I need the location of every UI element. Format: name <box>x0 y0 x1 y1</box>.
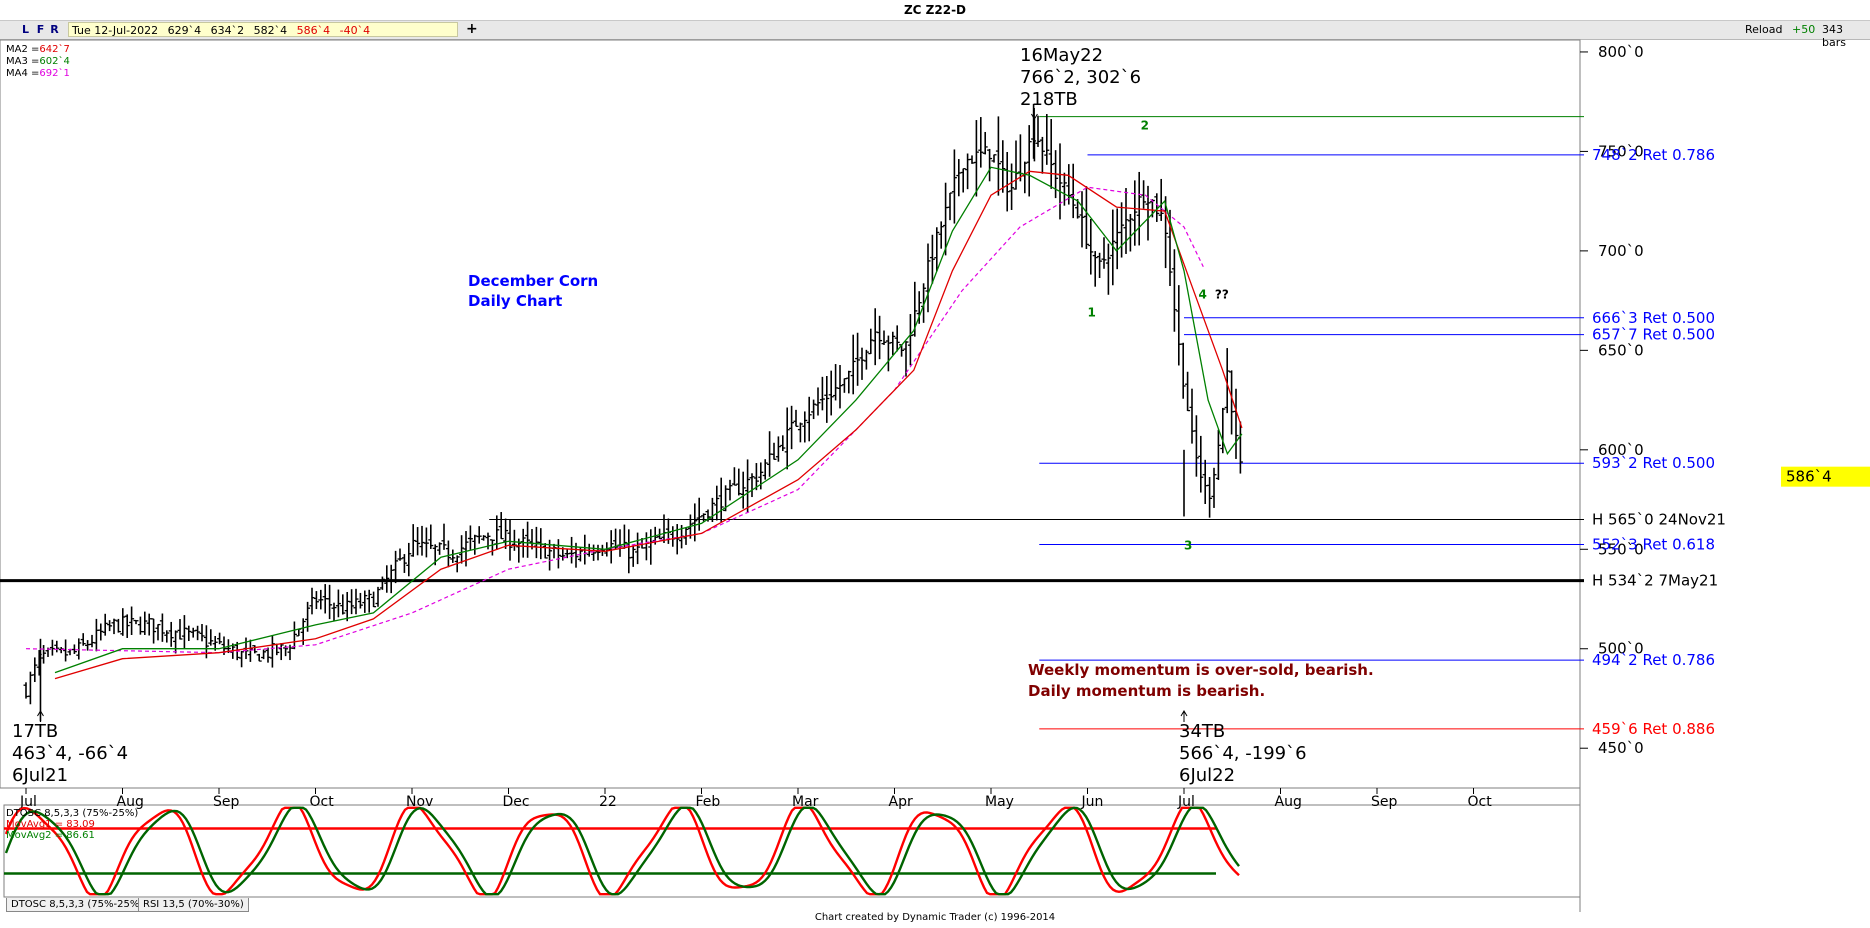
low-left-arrow-head <box>37 710 44 717</box>
refresh-button[interactable]: R <box>50 23 59 36</box>
high-annotation-line: 16May22 <box>1020 45 1103 66</box>
x-tick-label: Apr <box>889 794 913 810</box>
osc-movavg1-line <box>4 806 1240 896</box>
chart-title: December Corn <box>468 272 598 290</box>
x-tick-label: Sep <box>1371 794 1398 810</box>
level-label: H 565`0 24Nov21 <box>1592 510 1726 528</box>
x-tick-label: Dec <box>503 794 530 810</box>
layout-button[interactable]: L <box>21 23 29 36</box>
y-tick-label: 650`0 <box>1598 341 1644 359</box>
wave-label: ?? <box>1215 288 1229 302</box>
x-tick-label: May <box>985 794 1014 810</box>
wave-label: 2 <box>1141 119 1149 133</box>
x-tick-label: Oct <box>1468 794 1493 810</box>
x-tick-label: Jul <box>1177 794 1195 810</box>
level-label: 657`7 Ret 0.500 <box>1592 326 1715 344</box>
x-tick-label: Feb <box>696 794 721 810</box>
chart-subtitle: Daily Chart <box>468 292 562 310</box>
quote-bar: Tue 12-Jul-2022 629`4 634`2 582`4 586`4 … <box>68 22 458 37</box>
low-right-annotation-line: 6Jul22 <box>1179 765 1235 786</box>
momentum-note: Daily momentum is bearish. <box>1028 682 1265 700</box>
level-label: 552`3 Ret 0.618 <box>1592 536 1715 554</box>
x-tick-label: 22 <box>599 794 617 810</box>
level-label: 593`2 Ret 0.500 <box>1592 454 1715 472</box>
high-annotation-line: 218TB <box>1020 89 1078 110</box>
osc-legend-item: MovAvg2 = 86.61 <box>6 830 95 841</box>
osc-legend-item: DTOSC 8,5,3,3 (75%-25%) <box>6 808 138 819</box>
quote-open: 629`4 <box>167 24 202 37</box>
tab-dtosc[interactable]: DTOSC 8,5,3,3 (75%-25%) <box>6 898 149 912</box>
osc-movavg2-line <box>4 806 1240 896</box>
y-tick-label: 700`0 <box>1598 242 1644 260</box>
y-tick-label: 800`0 <box>1598 43 1644 61</box>
wave-label: 3 <box>1184 538 1192 552</box>
high-annotation-line: 766`2, 302`6 <box>1020 67 1141 88</box>
quote-high: 634`2 <box>210 24 245 37</box>
format-button[interactable]: F <box>36 23 45 36</box>
x-tick-label: Nov <box>406 794 433 810</box>
bar-count: 343 bars <box>1822 23 1846 49</box>
level-label: 748`2 Ret 0.786 <box>1592 146 1715 164</box>
level-label: H 534`2 7May21 <box>1592 572 1718 590</box>
high-arrow-head <box>1031 113 1038 120</box>
tab-rsi[interactable]: RSI 13,5 (70%-30%) <box>138 898 249 912</box>
x-tick-label: Sep <box>213 794 240 810</box>
wave-label: 1 <box>1088 306 1096 320</box>
low-right-annotation-line: 34TB <box>1179 721 1225 742</box>
quote-low: 582`4 <box>253 24 288 37</box>
ma3-line <box>54 166 1243 674</box>
x-tick-label: Oct <box>310 794 335 810</box>
ma2-line <box>54 170 1243 680</box>
oscillator-panel-border <box>3 804 1581 898</box>
last-price-box <box>1781 466 1870 487</box>
x-tick-label: Jun <box>1081 794 1104 810</box>
quote-date: Tue 12-Jul-2022 <box>72 24 159 37</box>
low-left-annotation-line: 463`4, -66`4 <box>12 743 128 764</box>
low-right-annotation-line: 566`4, -199`6 <box>1179 743 1307 764</box>
low-left-annotation-line: 6Jul21 <box>12 765 68 786</box>
level-label: 494`2 Ret 0.786 <box>1592 651 1715 669</box>
quote-change: -40`4 <box>339 24 371 37</box>
ma-legend-ma3: MA3 =602`4 <box>6 55 70 67</box>
osc-legend-item: MovAvg1 = 83.09 <box>6 819 95 830</box>
x-tick-label: Aug <box>117 794 144 810</box>
x-tick-label: Mar <box>792 794 819 810</box>
low-left-annotation-line: 17TB <box>12 721 58 742</box>
momentum-note: Weekly momentum is over-sold, bearish. <box>1028 661 1374 679</box>
y-tick-label: 500`0 <box>1598 640 1644 658</box>
quote-close: 586`4 <box>296 24 331 37</box>
level-label: 666`3 Ret 0.500 <box>1592 309 1715 327</box>
ma-legend-ma4: MA4 =692`1 <box>6 67 70 79</box>
add-button[interactable]: + <box>466 21 478 37</box>
wave-label: 4 <box>1198 288 1206 302</box>
y-tick-label: 550`0 <box>1598 540 1644 558</box>
y-tick-label: 750`0 <box>1598 142 1644 160</box>
level-label: 459`6 Ret 0.886 <box>1592 720 1715 738</box>
window-title: ZC Z22-D <box>0 0 1870 21</box>
y-tick-label: 450`0 <box>1598 739 1644 757</box>
x-tick-label: Aug <box>1275 794 1302 810</box>
x-tick-label: Jul <box>19 794 37 810</box>
footer-credit: Chart created by Dynamic Trader (c) 1996… <box>814 912 1056 923</box>
price-bars <box>23 103 1243 722</box>
bar-offset[interactable]: +50 <box>1792 23 1816 36</box>
y-tick-label: 600`0 <box>1598 441 1644 459</box>
reload-button[interactable]: Reload <box>1745 23 1783 36</box>
low-right-arrow-head <box>1180 710 1188 717</box>
ma-legend-ma2: MA2 =642`7 <box>6 43 70 55</box>
ma4-line <box>25 186 1204 654</box>
last-price-label: 586`4 <box>1786 468 1832 486</box>
